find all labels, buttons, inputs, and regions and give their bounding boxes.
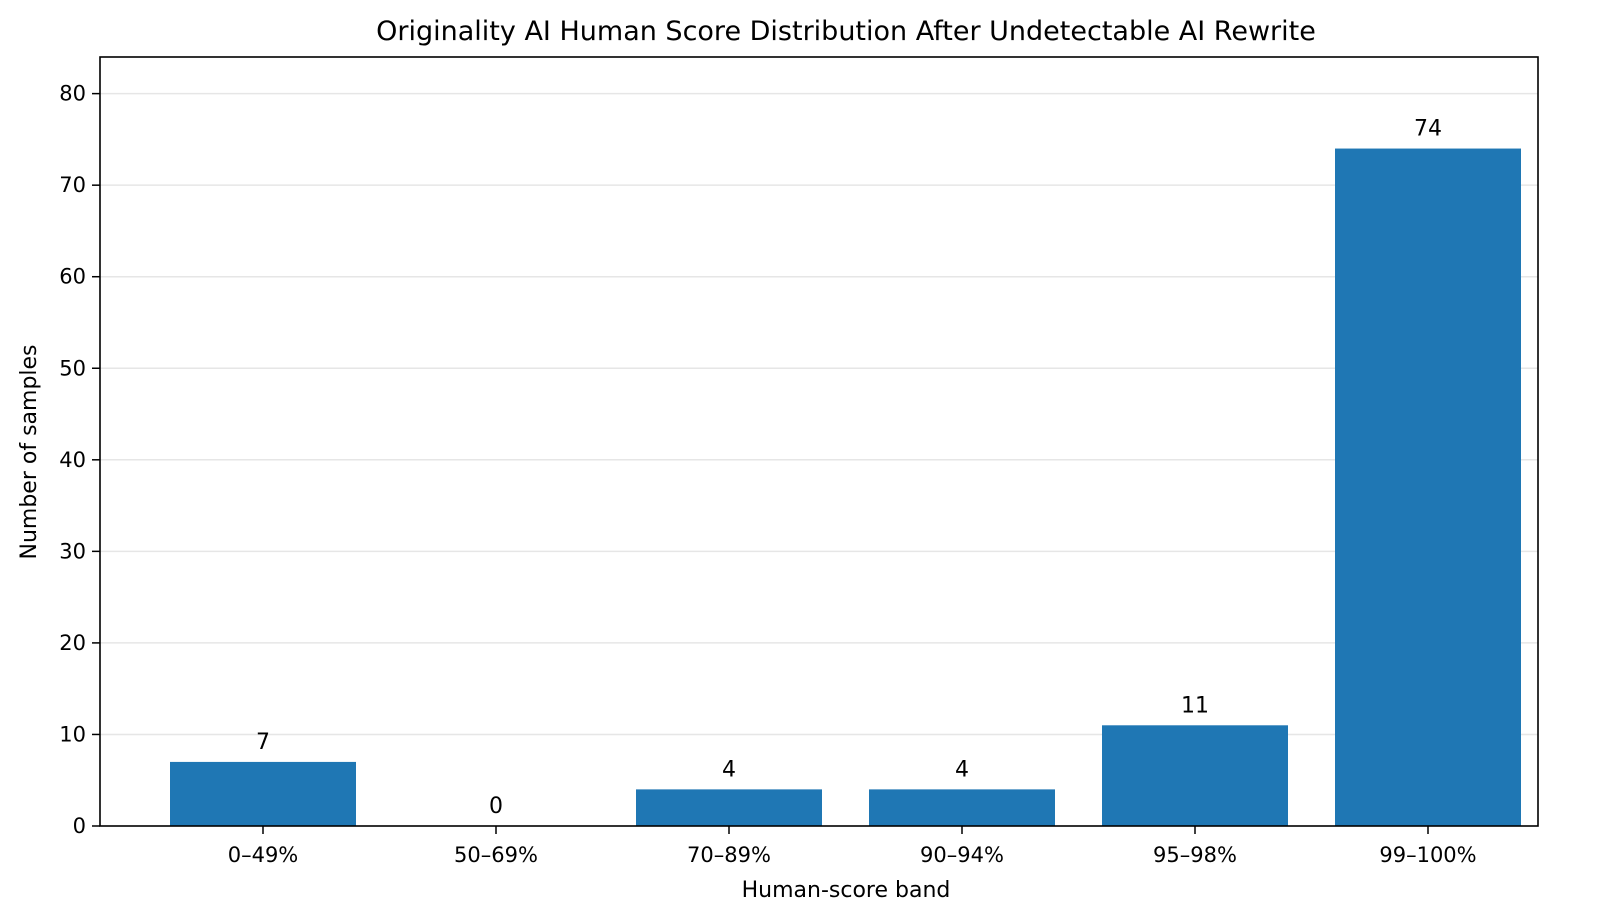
x-tick-label: 90–94% [920, 843, 1004, 867]
x-tick-label: 50–69% [454, 843, 538, 867]
y-tick-label: 10 [59, 722, 86, 746]
x-tick-label: 95–98% [1153, 843, 1237, 867]
y-tick-label: 30 [59, 539, 86, 563]
y-axis-title: Number of samples [17, 344, 42, 559]
bar [636, 789, 822, 826]
bar [170, 761, 356, 826]
bars [170, 148, 1521, 827]
axes [99, 56, 1539, 827]
y-tick-label: 20 [59, 631, 86, 655]
bar [869, 789, 1055, 826]
bar [1102, 725, 1288, 826]
x-tick-label: 99–100% [1379, 843, 1476, 867]
x-ticks: 0–49% 50–69% 70–89% 90–94% 95–98% 99–100% [228, 826, 1477, 867]
y-tick-label: 70 [59, 173, 86, 197]
y-tick-label: 80 [59, 82, 86, 106]
bar-value-label: 0 [489, 794, 503, 819]
x-tick-label: 70–89% [687, 843, 771, 867]
data-labels: 7 0 4 4 11 74 [256, 117, 1442, 819]
x-tick-label: 0–49% [228, 843, 299, 867]
x-axis-title: Human-score band [742, 878, 951, 903]
bar [1335, 148, 1521, 827]
y-tick-label: 40 [59, 448, 86, 472]
plot-frame [99, 56, 1539, 827]
chart-title: Originality AI Human Score Distribution … [376, 16, 1316, 47]
y-tick-label: 0 [73, 814, 86, 838]
y-tick-label: 50 [59, 356, 86, 380]
bar-value-label: 7 [256, 730, 270, 755]
bar-value-label: 74 [1414, 117, 1442, 142]
y-ticks: 0 10 20 30 40 50 60 70 80 [59, 82, 100, 838]
bar-value-label: 4 [722, 757, 736, 782]
bar-value-label: 11 [1181, 693, 1209, 718]
y-tick-label: 60 [59, 265, 86, 289]
gridlines [100, 92, 1538, 736]
bar-value-label: 4 [955, 757, 969, 782]
